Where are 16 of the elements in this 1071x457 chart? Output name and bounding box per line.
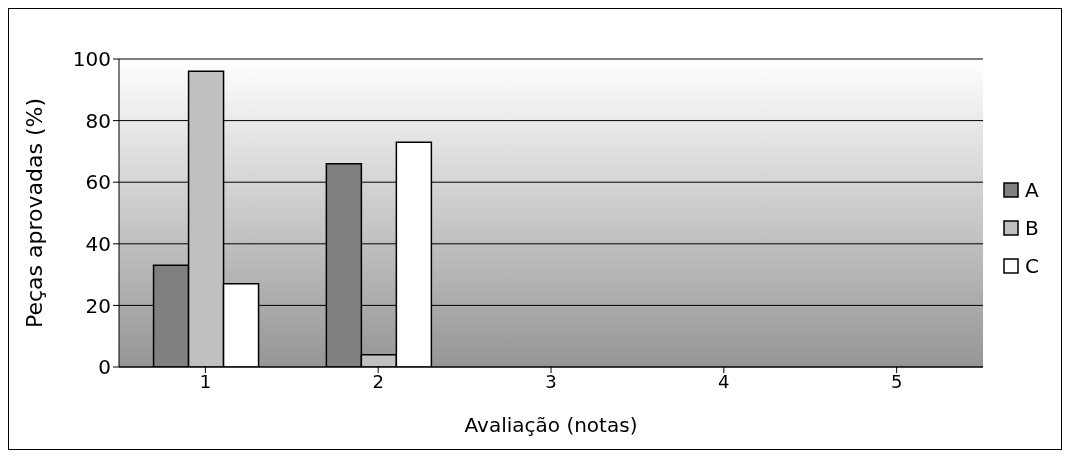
- y-tick-label: 20: [85, 293, 111, 318]
- y-tick-label: 100: [72, 47, 111, 72]
- legend-label: C: [1025, 254, 1039, 278]
- x-tick-label: 2: [372, 370, 384, 392]
- x-axis-title: Avaliação (notas): [464, 413, 638, 437]
- y-tick-label: 80: [85, 108, 111, 133]
- legend-label: A: [1025, 178, 1039, 202]
- x-tick-label: 1: [199, 370, 212, 392]
- x-tick-label: 3: [545, 370, 557, 392]
- x-tick-label: 4: [718, 370, 730, 392]
- legend-label: B: [1025, 216, 1039, 240]
- y-axis-title: Peças aprovadas (%): [21, 98, 47, 328]
- x-tick-label: 5: [890, 370, 903, 392]
- y-tick-label: 0: [98, 355, 111, 380]
- y-tick-label: 60: [85, 170, 111, 195]
- y-tick-label: 40: [85, 231, 111, 256]
